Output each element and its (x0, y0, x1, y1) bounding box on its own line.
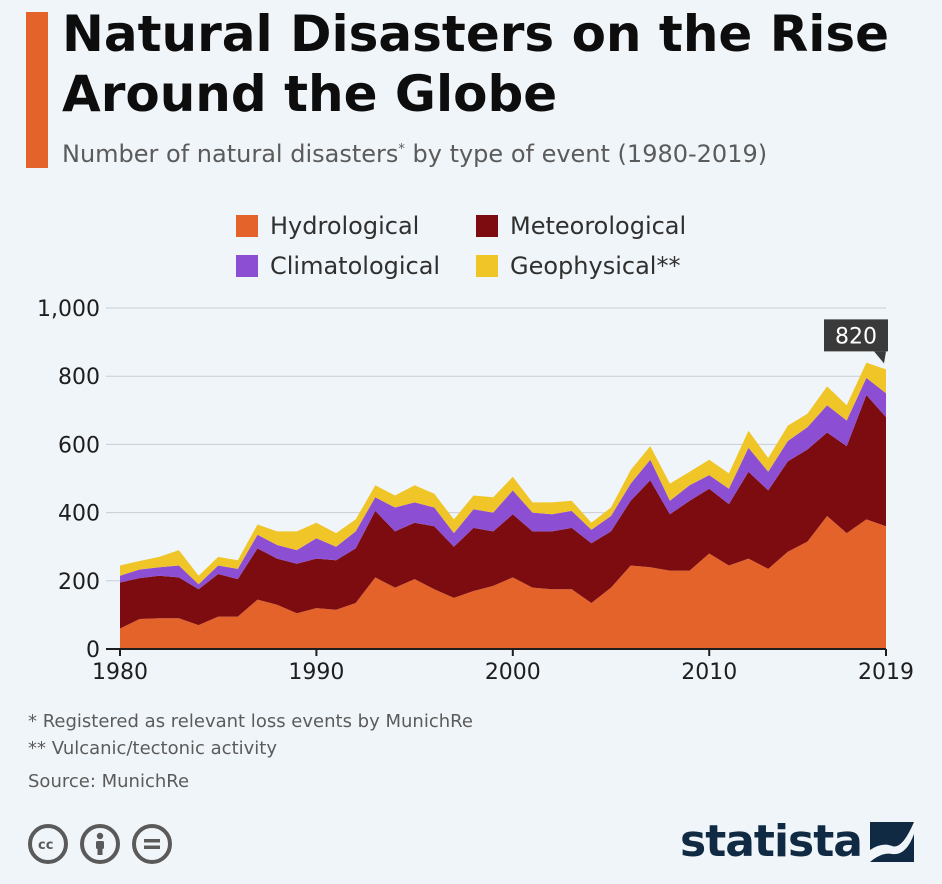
subtitle-rest: by type of event (1980-2019) (404, 140, 768, 168)
legend-label: Hydrological (270, 212, 420, 240)
subtitle-footnote-mark: * (398, 142, 405, 157)
attribution-icon[interactable] (80, 824, 120, 864)
source-note: Source: MunichRe (28, 771, 190, 792)
stacked-area-chart: 0 200 400 600 800 1,000 1980 1990 2000 2010 2019 82… (37, 297, 914, 685)
y-tick-label: 1,000 (37, 297, 100, 322)
statista-logo[interactable]: statista (680, 816, 914, 867)
brand-name: statista (680, 816, 863, 867)
y-tick-label: 0 (86, 638, 100, 663)
callout-label: 820 (835, 324, 877, 349)
no-derivatives-icon[interactable] (132, 824, 172, 864)
chart-title: Natural Disasters on the Rise Around the… (62, 5, 890, 123)
legend-item-climatological: Climatological (236, 252, 476, 280)
subtitle-text: Number of natural disasters (62, 140, 399, 168)
legend-swatch (236, 215, 258, 237)
legend-label: Meteorological (510, 212, 687, 240)
legend-label: Geophysical** (510, 252, 681, 280)
legend-item-geophysical: Geophysical** (476, 252, 716, 280)
y-tick-label: 600 (58, 433, 100, 458)
legend-item-meteorological: Meteorological (476, 212, 716, 240)
callout-box (824, 319, 888, 352)
y-tick-label: 800 (58, 365, 100, 390)
x-tick-label: 2000 (485, 660, 541, 685)
area-climatological (120, 377, 886, 590)
callout-pointer (874, 351, 886, 364)
legend-swatch (476, 255, 498, 277)
area-hydrological (120, 516, 886, 649)
legend-item-hydrological: Hydrological (236, 212, 476, 240)
legend-swatch (476, 215, 498, 237)
x-tick-label: 2019 (858, 660, 914, 685)
area-meteorological (120, 395, 886, 629)
statista-mark-icon (869, 821, 914, 862)
legend-swatch (236, 255, 258, 277)
area-geophysical (120, 362, 886, 585)
x-tick-label: 1980 (92, 660, 148, 685)
x-tick-label: 1990 (288, 660, 344, 685)
accent-bar (26, 12, 48, 168)
chart-subtitle: Number of natural disasters* by type of … (62, 140, 767, 168)
chart-legend: Hydrological Meteorological Climatologic… (236, 212, 736, 280)
legend-label: Climatological (270, 252, 441, 280)
x-tick-label: 2010 (681, 660, 737, 685)
y-tick-label: 200 (58, 570, 100, 595)
cc-icon[interactable]: cc (28, 824, 68, 864)
footnote-registered-events: * Registered as relevant loss events by … (28, 711, 473, 732)
svg-text:cc: cc (38, 838, 53, 852)
license-icons: cc (28, 824, 172, 864)
footnote-geophysical: ** Vulcanic/tectonic activity (28, 738, 277, 759)
y-tick-label: 400 (58, 502, 100, 527)
